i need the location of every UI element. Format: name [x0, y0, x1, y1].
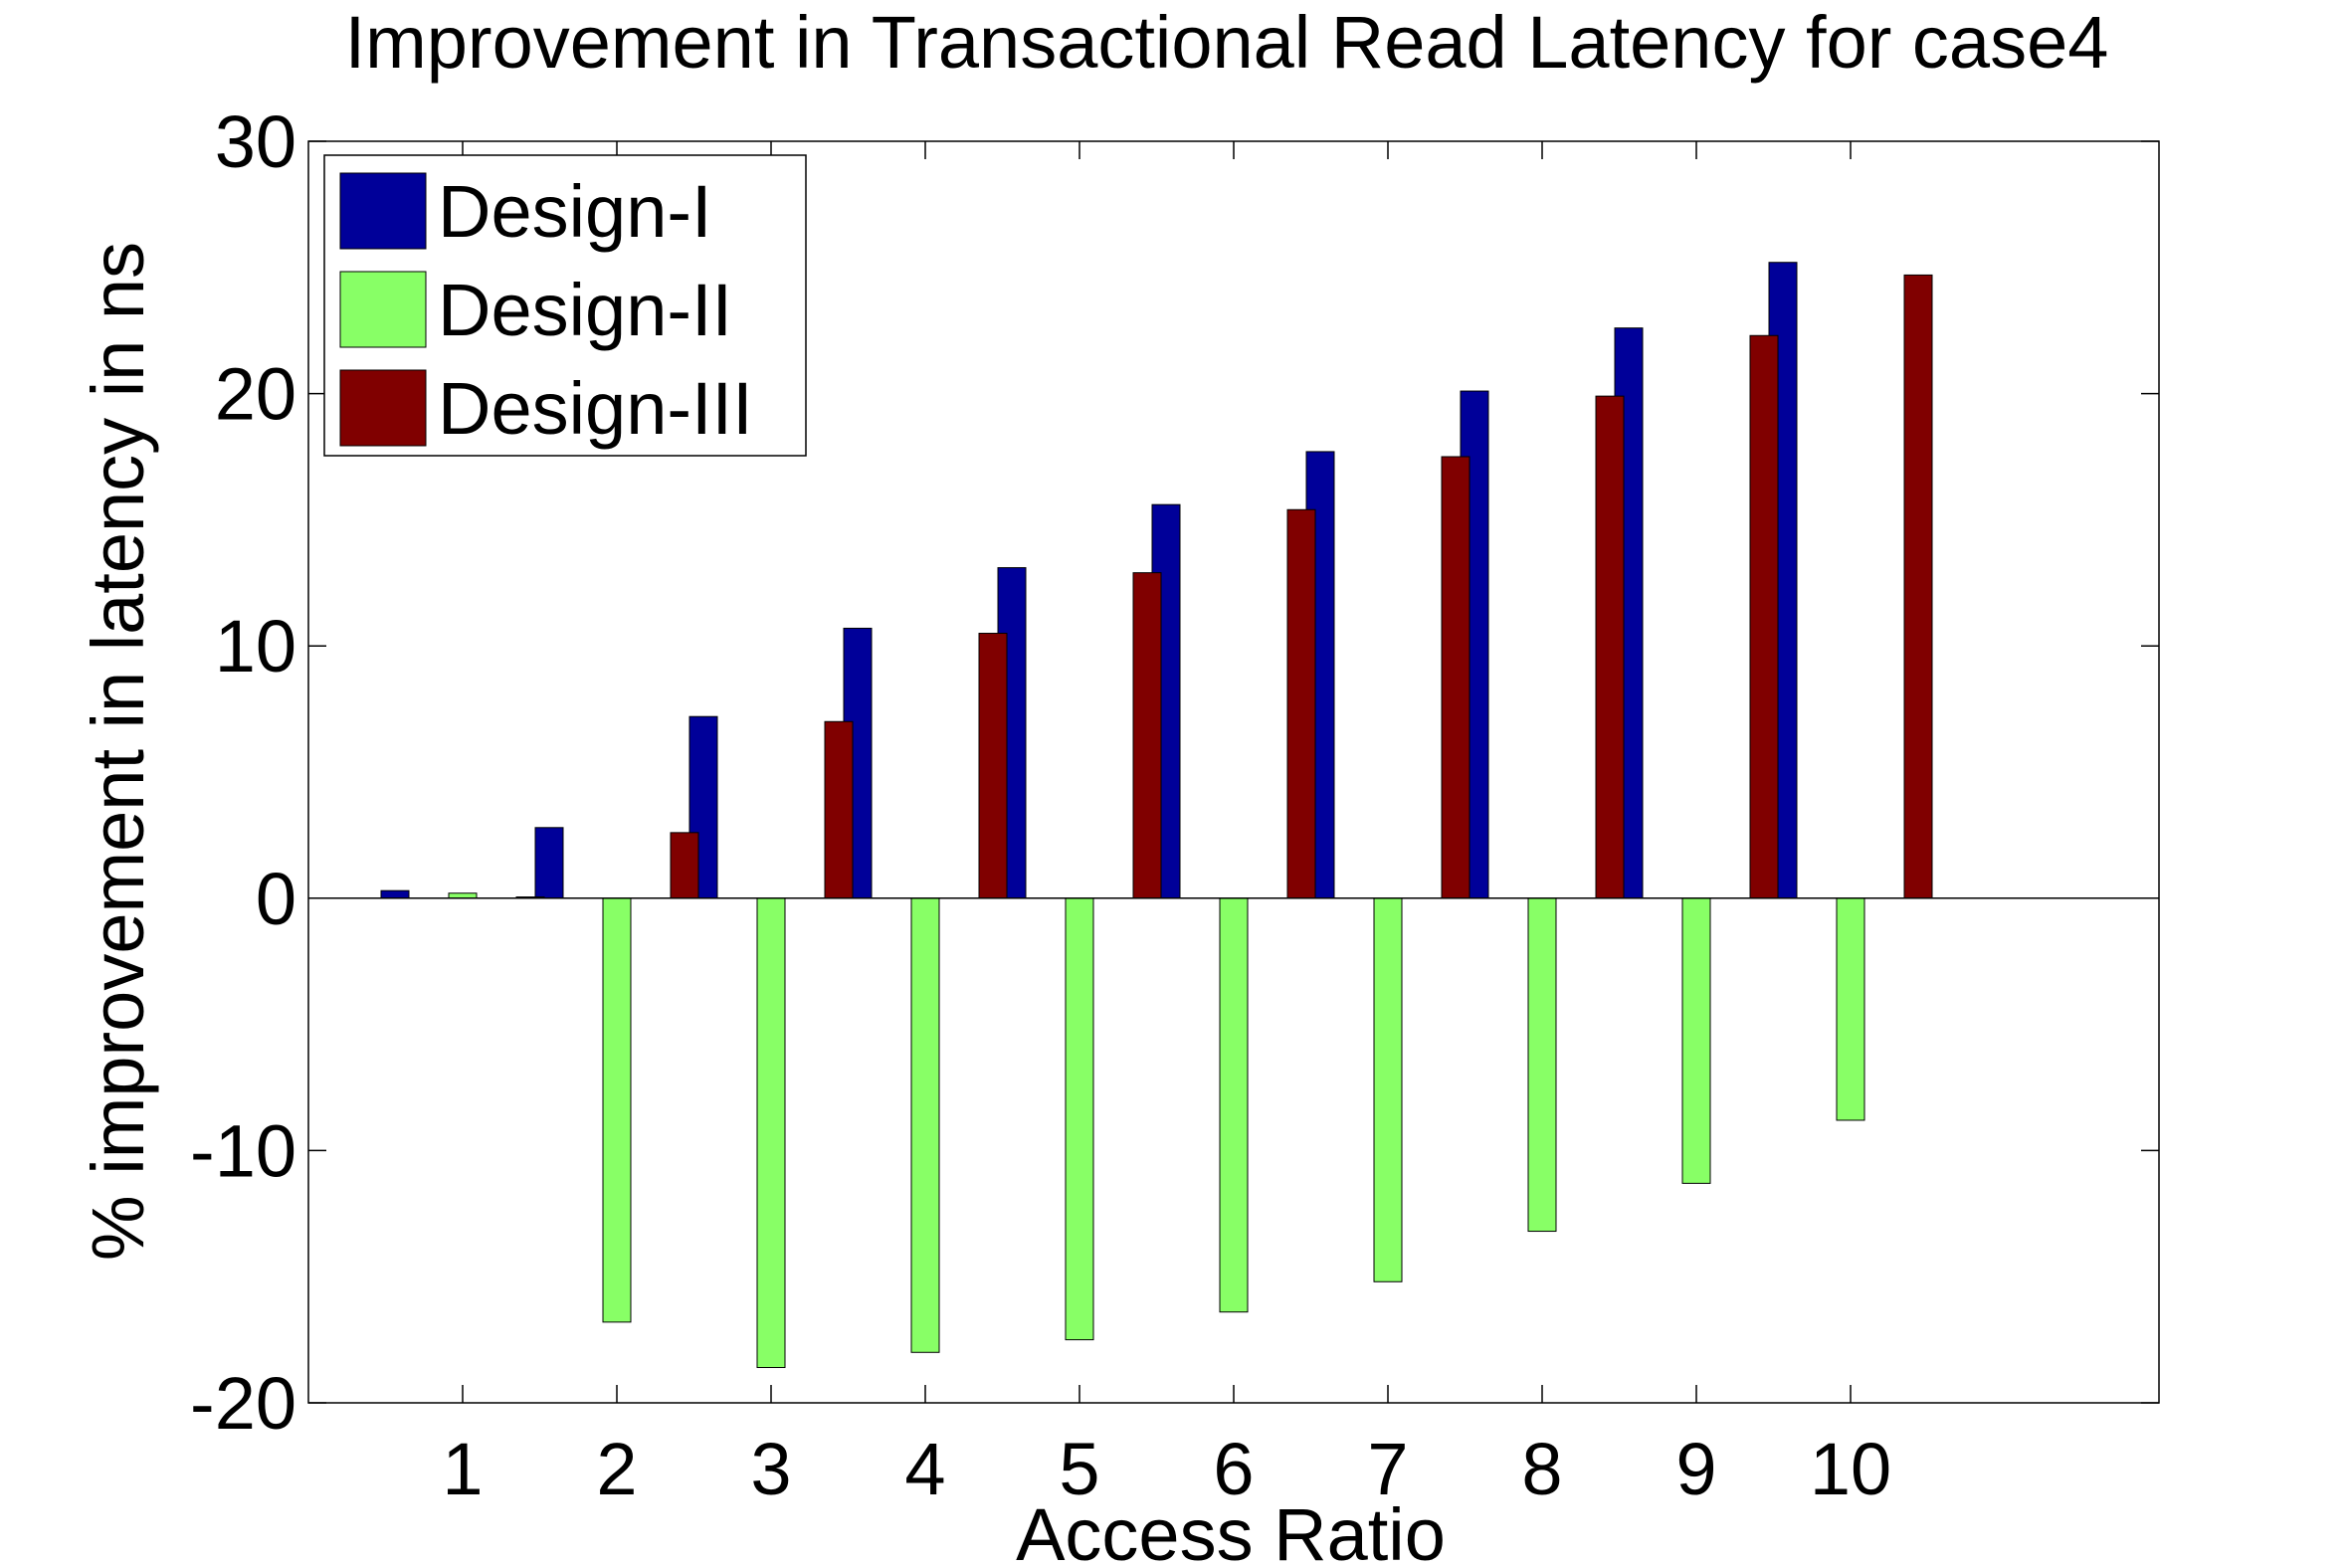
y-tick-label: -10: [190, 1109, 296, 1192]
x-tick-label: 10: [1810, 1428, 1891, 1510]
legend-swatch-design-iii: [339, 369, 427, 447]
bar-design-iii-5: [1132, 572, 1162, 899]
x-tick-label: 4: [904, 1428, 945, 1510]
y-tick-label: 30: [215, 100, 296, 183]
y-tick-label: 20: [215, 353, 296, 436]
chart-title: Improvement in Transactional Read Latenc…: [345, 1, 2109, 84]
bar-design-iii-3: [824, 720, 854, 899]
x-tick-label: 3: [750, 1428, 791, 1510]
bar-design-ii-1: [448, 892, 478, 899]
x-tick-label: 2: [596, 1428, 637, 1510]
bar-design-ii-3: [756, 897, 786, 1368]
bar-design-iii-7: [1441, 456, 1470, 899]
x-tick-label: 5: [1059, 1428, 1099, 1510]
x-tick-label: 6: [1213, 1428, 1254, 1510]
bar-design-ii-4: [910, 897, 940, 1353]
bar-design-ii-8: [1527, 897, 1557, 1233]
x-tick-label: 1: [442, 1428, 483, 1510]
y-axis-label: % improvement in latency in ns: [77, 242, 159, 1261]
bar-design-ii-6: [1219, 897, 1249, 1313]
y-tick-label: 0: [256, 858, 296, 940]
bar-design-ii-2: [602, 897, 632, 1323]
legend-label-design-iii: Design-III: [438, 367, 753, 450]
bars-layer: [380, 262, 1933, 1368]
bar-design-i-1: [380, 889, 410, 899]
bar-design-iii-8: [1595, 395, 1625, 899]
ticks-layer: -20 -10 0 10 20 30 1 2 3 4 5 6 7 8 9 10: [190, 100, 2159, 1510]
bar-design-iii-2: [670, 832, 699, 899]
x-axis-label: Access Ratio: [1016, 1493, 1446, 1568]
legend-label-design-i: Design-I: [438, 170, 712, 253]
bar-design-ii-9: [1681, 897, 1711, 1184]
y-tick-label: -20: [190, 1362, 296, 1445]
legend-swatch-design-i: [339, 172, 427, 250]
bar-design-ii-5: [1065, 897, 1094, 1341]
x-tick-label: 8: [1521, 1428, 1562, 1510]
x-tick-label: 9: [1675, 1428, 1716, 1510]
bar-design-iii-6: [1286, 508, 1316, 899]
bar-design-ii-7: [1373, 897, 1403, 1282]
x-tick-label: 7: [1367, 1428, 1408, 1510]
bar-design-iii-10: [1903, 274, 1933, 899]
legend-label-design-ii: Design-II: [438, 269, 732, 351]
bar-design-ii-10: [1836, 897, 1865, 1121]
y-tick-label: 10: [215, 605, 296, 687]
bar-design-iii-4: [978, 633, 1008, 899]
legend-swatch-design-ii: [339, 271, 427, 348]
bar-design-i-2: [534, 827, 564, 899]
legend: Design-I Design-II Design-III: [323, 154, 807, 457]
bar-design-iii-9: [1749, 334, 1779, 899]
